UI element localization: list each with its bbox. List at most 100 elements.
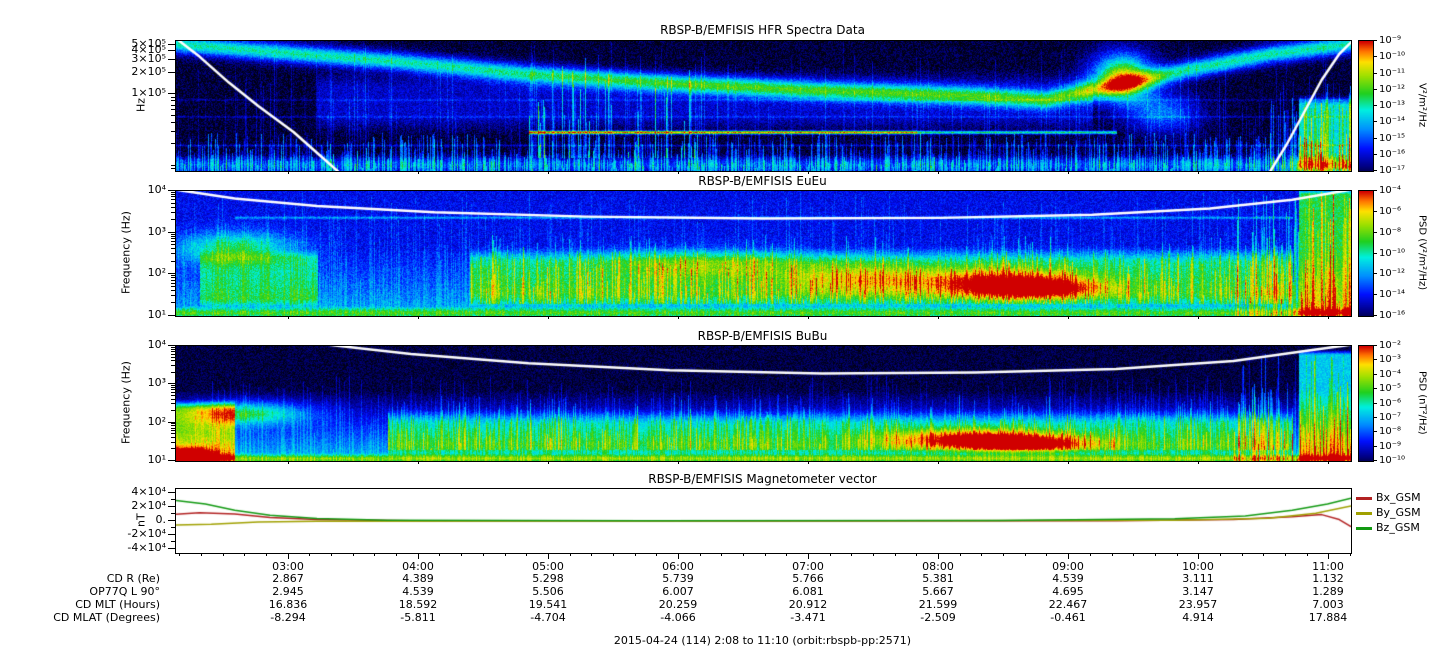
time-major-tick bbox=[1068, 553, 1069, 559]
y-minor-tick bbox=[171, 392, 175, 393]
colorbar-tick bbox=[1374, 345, 1377, 346]
y-tick-label: 10² bbox=[147, 266, 166, 279]
time-minor-tick bbox=[439, 553, 440, 556]
time-tick-label: 03:00 bbox=[272, 560, 304, 573]
y-major-tick bbox=[168, 422, 175, 423]
colorbar-tick-label: 10⁻⁸ bbox=[1379, 426, 1402, 437]
bubu-spectrogram-canvas bbox=[176, 346, 1351, 461]
y-minor-tick bbox=[171, 357, 175, 358]
ephemeris-value: 16.836 bbox=[268, 598, 308, 611]
y-tick-label: 10¹ bbox=[147, 453, 166, 466]
panel-time-tick bbox=[418, 171, 419, 174]
hfr-colorbar-title: V²/m²/Hz bbox=[1416, 82, 1428, 128]
panel-time-tick bbox=[288, 316, 289, 319]
y-minor-tick bbox=[171, 499, 175, 500]
colorbar-tick bbox=[1374, 374, 1377, 375]
panel-mag-title: RBSP-B/EMFISIS Magnetometer vector bbox=[648, 472, 877, 486]
panel-time-tick bbox=[808, 171, 809, 174]
time-minor-tick bbox=[1112, 553, 1113, 556]
colorbar-tick bbox=[1374, 211, 1377, 212]
colorbar-tick bbox=[1374, 154, 1377, 155]
ephemeris-value: -2.509 bbox=[920, 611, 956, 624]
ephemeris-value: -8.294 bbox=[270, 611, 306, 624]
ephemeris-value: 1.132 bbox=[1312, 572, 1344, 585]
bubu-colorbar bbox=[1358, 345, 1374, 462]
panel-time-tick bbox=[1068, 316, 1069, 319]
colorbar-tick-label: 10⁻⁶ bbox=[1379, 206, 1402, 217]
panel-bubu-title: RBSP-B/EMFISIS BuBu bbox=[697, 329, 828, 343]
colorbar-tick-label: 10⁻⁵ bbox=[1379, 383, 1402, 394]
ephemeris-value: 20.259 bbox=[658, 598, 698, 611]
y-minor-tick bbox=[171, 199, 175, 200]
panel-time-tick bbox=[1198, 461, 1199, 464]
panel-time-tick bbox=[938, 316, 939, 319]
y-minor-tick bbox=[171, 168, 175, 169]
time-minor-tick bbox=[244, 553, 245, 556]
time-minor-tick bbox=[1242, 553, 1243, 556]
panel-time-tick bbox=[418, 316, 419, 319]
y-tick-label: 0. bbox=[155, 513, 167, 526]
y-minor-tick bbox=[171, 143, 175, 144]
colorbar-tick bbox=[1374, 73, 1377, 74]
y-tick-label: -2×10⁴ bbox=[127, 527, 166, 540]
y-minor-tick bbox=[171, 238, 175, 239]
ephemeris-value: 18.592 bbox=[398, 598, 438, 611]
y-tick-label: 10⁴ bbox=[147, 338, 166, 351]
y-minor-tick bbox=[171, 219, 175, 220]
colorbar-tick-label: 10⁻² bbox=[1379, 340, 1402, 351]
ephemeris-value: 4.539 bbox=[1052, 572, 1084, 585]
panel-time-tick bbox=[548, 171, 549, 174]
y-minor-tick bbox=[171, 302, 175, 303]
ephemeris-value: 3.111 bbox=[1182, 572, 1214, 585]
time-minor-tick bbox=[309, 553, 310, 556]
y-minor-tick bbox=[171, 430, 175, 431]
colorbar-tick-label: 10⁻⁷ bbox=[1379, 412, 1402, 423]
ephemeris-value: 4.539 bbox=[402, 585, 434, 598]
y-major-tick bbox=[168, 59, 175, 60]
y-minor-tick bbox=[171, 244, 175, 245]
time-tick-label: 09:00 bbox=[1052, 560, 1084, 573]
panel-time-tick bbox=[1328, 461, 1329, 464]
y-tick-label: 4×10⁵ bbox=[131, 43, 166, 56]
panel-time-tick bbox=[1198, 171, 1199, 174]
time-minor-tick bbox=[873, 553, 874, 556]
y-minor-tick bbox=[171, 399, 175, 400]
ephemeris-value: 20.912 bbox=[788, 598, 828, 611]
time-minor-tick bbox=[1177, 553, 1178, 556]
time-minor-tick bbox=[396, 553, 397, 556]
y-minor-tick bbox=[171, 354, 175, 355]
y-minor-tick bbox=[171, 203, 175, 204]
y-minor-tick bbox=[171, 196, 175, 197]
time-minor-tick bbox=[353, 553, 354, 556]
y-minor-tick bbox=[171, 165, 175, 166]
y-major-tick bbox=[168, 190, 175, 191]
y-major-tick bbox=[168, 492, 175, 493]
y-minor-tick bbox=[171, 207, 175, 208]
panel-time-tick bbox=[808, 316, 809, 319]
y-minor-tick bbox=[171, 109, 175, 110]
ephemeris-value: 4.914 bbox=[1182, 611, 1214, 624]
legend-item-bx: Bx_GSM bbox=[1356, 492, 1421, 504]
y-minor-tick bbox=[171, 349, 175, 350]
time-minor-tick bbox=[1220, 553, 1221, 556]
ephemeris-value: -0.461 bbox=[1050, 611, 1086, 624]
colorbar-tick bbox=[1374, 460, 1377, 461]
colorbar-tick-label: 10⁻⁸ bbox=[1379, 227, 1402, 238]
panel-time-tick bbox=[548, 316, 549, 319]
time-minor-tick bbox=[505, 553, 506, 556]
y-tick-label: 10⁴ bbox=[147, 183, 166, 196]
y-minor-tick bbox=[171, 360, 175, 361]
time-minor-tick bbox=[1350, 553, 1351, 556]
time-major-tick bbox=[288, 553, 289, 559]
panel-time-tick bbox=[938, 461, 939, 464]
y-minor-tick bbox=[171, 234, 175, 235]
time-range-caption: 2015-04-24 (114) 2:08 to 11:10 (orbit:rb… bbox=[613, 634, 912, 647]
time-minor-tick bbox=[916, 553, 917, 556]
y-minor-tick bbox=[171, 131, 175, 132]
panel-time-tick bbox=[1068, 461, 1069, 464]
time-major-tick bbox=[548, 553, 549, 559]
time-minor-tick bbox=[374, 553, 375, 556]
y-minor-tick bbox=[171, 389, 175, 390]
ephemeris-value: 19.541 bbox=[528, 598, 568, 611]
